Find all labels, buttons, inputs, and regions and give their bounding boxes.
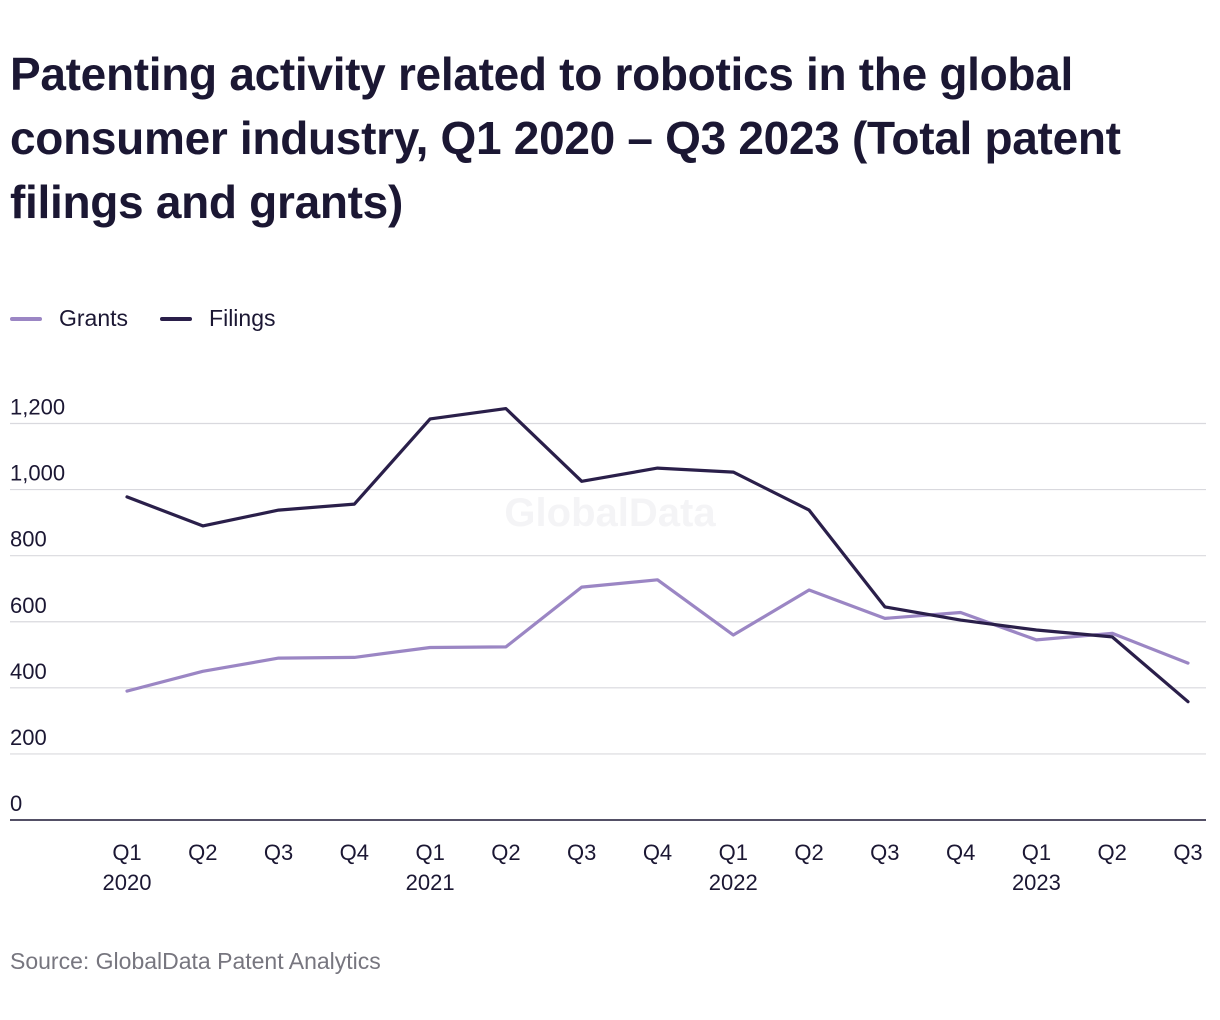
x-tick-label: Q4 [643,840,672,865]
y-tick-label: 800 [10,527,47,552]
y-tick-label: 0 [10,791,22,816]
chart-title: Patenting activity related to robotics i… [10,48,1121,228]
x-tick-label: Q4 [946,840,975,865]
legend-swatch-filings [160,316,193,321]
legend-label-filings: Filings [209,305,276,331]
x-tick-label: Q1 [719,840,748,865]
x-tick-label: Q4 [340,840,369,865]
x-tick-label: Q1 [1022,840,1051,865]
x-tick-label: Q3 [264,840,293,865]
x-tick-label: Q1 [112,840,141,865]
legend-swatch-grants [10,316,42,321]
legend: Grants Filings [10,305,308,332]
y-tick-label: 600 [10,593,47,618]
line-chart: GlobalData 0 200 400 600 800 1,000 1,200 Q1 2020 Q… [10,395,1206,895]
x-tick-label: Q3 [1173,840,1202,865]
x-tick-label: Q3 [870,840,899,865]
x-tick-label: Q2 [188,840,217,865]
y-tick-label: 1,000 [10,461,65,486]
x-tick-label: Q2 [1098,840,1127,865]
x-tick-year-label: 2023 [1012,870,1061,895]
x-tick-label: Q1 [415,840,444,865]
x-tick-label: Q2 [491,840,520,865]
source-note: Source: GlobalData Patent Analytics [10,948,381,974]
legend-item-grants: Grants [10,305,128,332]
legend-item-filings: Filings [160,305,276,332]
y-tick-label: 200 [10,725,47,750]
y-tick-label: 1,200 [10,395,65,420]
x-tick-year-label: 2020 [103,870,152,895]
x-tick-label: Q3 [567,840,596,865]
y-tick-label: 400 [10,659,47,684]
x-tick-year-label: 2021 [406,870,455,895]
watermark-text: GlobalData [504,491,716,535]
x-tick-year-label: 2022 [709,870,758,895]
series-line-filings [125,407,1190,704]
x-tick-label: Q2 [794,840,823,865]
series-line-grants [125,578,1190,693]
legend-label-grants: Grants [59,305,129,331]
